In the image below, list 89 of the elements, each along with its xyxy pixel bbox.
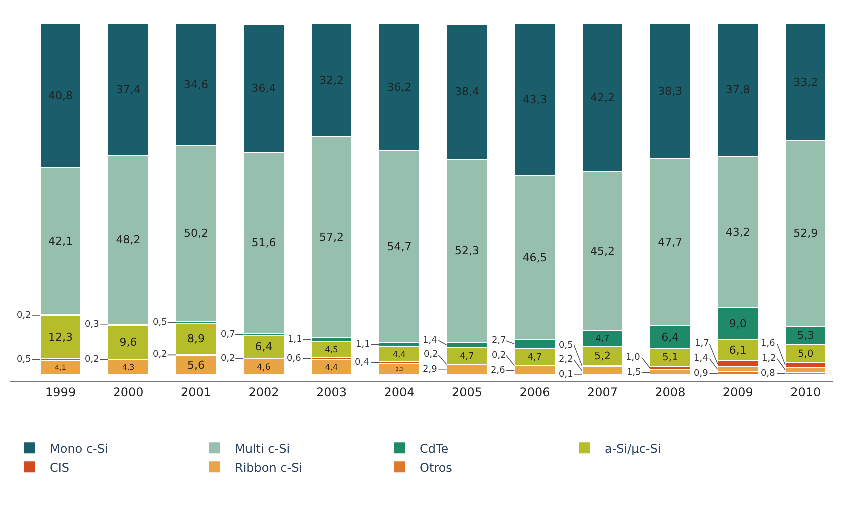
data-label: 1,4 bbox=[423, 336, 438, 346]
data-label: 40,8 bbox=[48, 89, 74, 102]
data-label: 5,6 bbox=[188, 358, 206, 372]
data-label: 5,1 bbox=[662, 352, 678, 364]
x-tick-label: 2002 bbox=[248, 385, 280, 400]
data-label: 57,2 bbox=[320, 231, 344, 244]
data-label: 0,2 bbox=[221, 354, 236, 364]
data-label: 37,4 bbox=[116, 83, 141, 96]
data-label: 0,8 bbox=[761, 369, 776, 379]
data-label: 0,5 bbox=[17, 355, 32, 365]
data-label: 51,6 bbox=[252, 236, 276, 250]
x-tick-label: 2000 bbox=[113, 385, 144, 400]
data-label: 4,6 bbox=[257, 362, 271, 373]
data-label: 0,2 bbox=[492, 351, 506, 361]
legend-label: CIS bbox=[50, 460, 70, 475]
data-label: 6,1 bbox=[729, 344, 747, 357]
data-label: 4,7 bbox=[460, 352, 474, 362]
x-tick-label: 2007 bbox=[587, 385, 618, 400]
data-label: 2,6 bbox=[491, 366, 506, 376]
legend-label: CdTe bbox=[420, 442, 449, 456]
data-label: 0,4 bbox=[355, 358, 370, 368]
data-label: 2,7 bbox=[492, 336, 506, 346]
data-label: 42,1 bbox=[48, 234, 74, 248]
legend-label: Ribbon c-Si bbox=[235, 460, 303, 475]
data-label: 52,9 bbox=[794, 227, 818, 240]
data-label: 1,4 bbox=[694, 354, 709, 364]
data-label: 43,2 bbox=[726, 226, 750, 239]
data-label: 0,2 bbox=[85, 355, 100, 365]
data-label: 46,5 bbox=[522, 251, 548, 264]
data-label: 0,6 bbox=[287, 354, 302, 364]
data-label: 2,2 bbox=[559, 355, 574, 365]
data-label: 43,3 bbox=[522, 94, 548, 107]
data-label: 6,4 bbox=[662, 330, 680, 344]
legend-label: a-Si/µc-Si bbox=[605, 442, 662, 456]
data-label: 1,5 bbox=[627, 368, 642, 378]
legend-label: Otros bbox=[420, 460, 452, 475]
data-label: 9,6 bbox=[120, 336, 138, 350]
data-label: 38,3 bbox=[658, 84, 683, 98]
data-label: 6,4 bbox=[255, 340, 273, 354]
data-label: 34,6 bbox=[184, 78, 209, 92]
data-label: 54,7 bbox=[387, 240, 412, 254]
data-label: 1,7 bbox=[695, 339, 710, 349]
data-label: 37,8 bbox=[726, 84, 750, 97]
data-label: 1,6 bbox=[761, 339, 776, 349]
data-label: 48,2 bbox=[116, 234, 141, 247]
data-label: 0,5 bbox=[559, 341, 574, 351]
data-label: 32,2 bbox=[320, 74, 344, 88]
data-label: 5,3 bbox=[797, 329, 814, 342]
legend-label: Mono c-Si bbox=[50, 442, 108, 456]
data-label: 0,9 bbox=[694, 369, 709, 379]
data-label: 0,5 bbox=[153, 318, 168, 328]
legend-label: Multi c-Si bbox=[235, 442, 290, 456]
data-label: 47,7 bbox=[658, 236, 683, 249]
data-label: 0,3 bbox=[85, 320, 100, 330]
data-label: 4,7 bbox=[596, 334, 610, 345]
data-label: 8,9 bbox=[188, 332, 206, 346]
data-label: 38,4 bbox=[454, 85, 480, 98]
x-tick-label: 2010 bbox=[790, 385, 822, 400]
data-label: 0,1 bbox=[559, 370, 574, 380]
data-label: 42,2 bbox=[590, 91, 615, 104]
x-tick-label: 2006 bbox=[520, 385, 550, 400]
data-label: 50,2 bbox=[184, 227, 209, 240]
x-tick-label: 1999 bbox=[46, 385, 76, 400]
data-label: 33,2 bbox=[794, 76, 818, 89]
data-label: 2,9 bbox=[423, 365, 438, 375]
data-label: 5,2 bbox=[594, 350, 611, 363]
data-label: 4,5 bbox=[325, 344, 338, 354]
data-label: 36,4 bbox=[252, 82, 276, 95]
x-tick-label: 2009 bbox=[722, 385, 754, 400]
data-label: 1,0 bbox=[626, 353, 641, 363]
data-label: 1,1 bbox=[288, 335, 302, 345]
x-tick-label: 2001 bbox=[181, 385, 212, 400]
data-label: 1,2 bbox=[762, 354, 776, 364]
data-label: 0,7 bbox=[221, 330, 236, 340]
x-tick-label: 2003 bbox=[316, 385, 348, 400]
data-label: 0,2 bbox=[17, 311, 32, 321]
data-label: 0,2 bbox=[424, 350, 438, 360]
x-tick-label: 2004 bbox=[384, 385, 415, 400]
data-label: 12,3 bbox=[48, 330, 74, 344]
data-label: 0,2 bbox=[153, 350, 168, 360]
x-tick-label: 2008 bbox=[655, 385, 686, 400]
data-label: 36,2 bbox=[387, 80, 412, 94]
data-label: 45,2 bbox=[590, 244, 615, 258]
x-tick-label: 2005 bbox=[452, 385, 482, 400]
data-label: 52,3 bbox=[454, 244, 480, 258]
data-label: 4,7 bbox=[528, 352, 542, 363]
data-label: 1,1 bbox=[356, 340, 370, 350]
data-label: 9,0 bbox=[729, 317, 747, 330]
data-label: 5,0 bbox=[798, 348, 814, 360]
